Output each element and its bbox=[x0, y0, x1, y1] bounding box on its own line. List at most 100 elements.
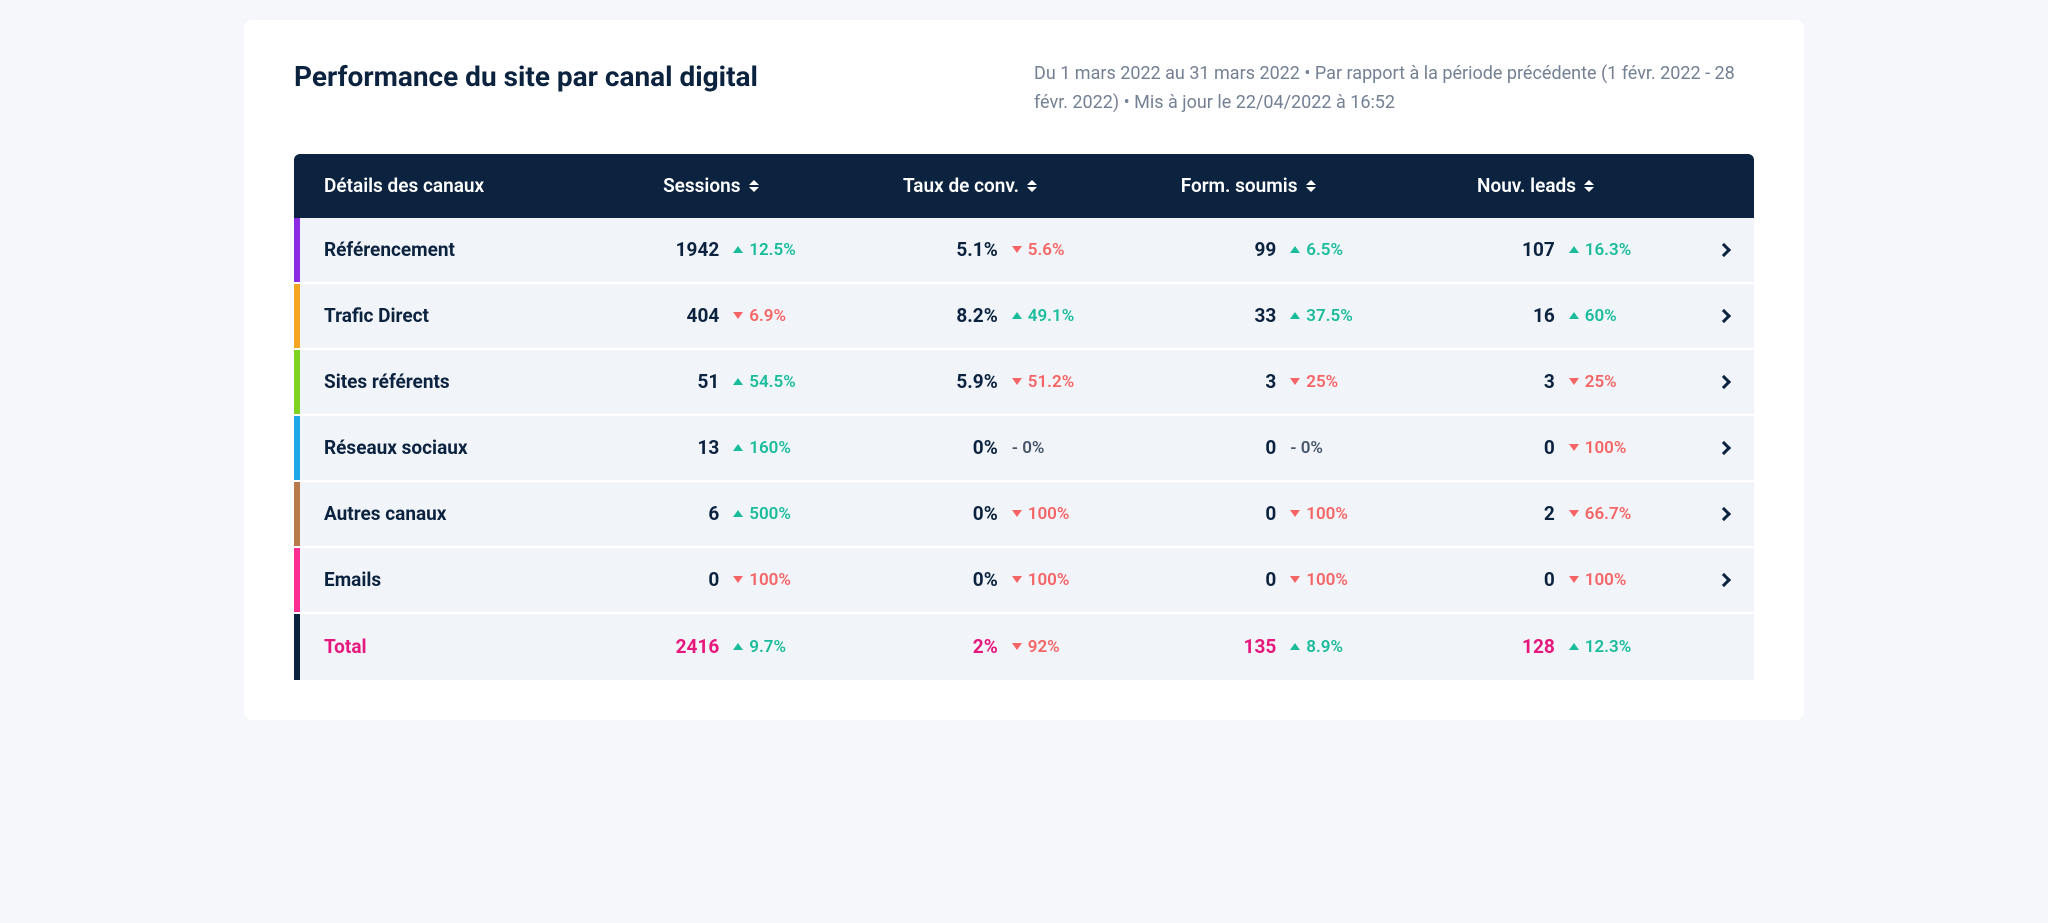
expand-cell bbox=[1694, 575, 1754, 585]
delta-badge: 12.3% bbox=[1569, 637, 1632, 657]
metric-value: 33 bbox=[1137, 304, 1276, 327]
caret-up-icon bbox=[733, 444, 743, 451]
delta-value: 100% bbox=[1306, 504, 1348, 524]
delta-value: 6.9% bbox=[749, 306, 786, 326]
metric-value: 0% bbox=[859, 568, 998, 591]
delta-badge: 100% bbox=[1569, 438, 1627, 458]
channel-name: Emails bbox=[300, 568, 580, 591]
delta-badge: 54.5% bbox=[733, 372, 796, 392]
metric-cell-sessions: 51 54.5% bbox=[580, 370, 859, 393]
expand-cell bbox=[1694, 311, 1754, 321]
table-row[interactable]: Référencement194212.5%5.1%5.6%996.5%1071… bbox=[294, 218, 1754, 284]
metric-value: 0% bbox=[859, 436, 998, 459]
channel-name: Total bbox=[300, 635, 580, 658]
table-row[interactable]: Réseaux sociaux13160%0%- 0%0- 0%0100% bbox=[294, 416, 1754, 482]
caret-down-icon bbox=[1569, 576, 1579, 583]
table-row[interactable]: Trafic Direct4046.9%8.2%49.1%3337.5%1660… bbox=[294, 284, 1754, 350]
caret-down-icon bbox=[1569, 510, 1579, 517]
metric-value: 0 bbox=[1137, 502, 1276, 525]
caret-up-icon bbox=[1012, 312, 1022, 319]
metric-cell-leads: 128 12.3% bbox=[1416, 635, 1695, 658]
metric-cell-conversion: 0% - 0% bbox=[859, 436, 1138, 459]
delta-badge: 49.1% bbox=[1012, 306, 1075, 326]
channel-performance-table: Détails des canaux Sessions Taux de conv… bbox=[294, 154, 1754, 680]
metric-cell-sessions: 4046.9% bbox=[580, 304, 859, 327]
metric-value: 6 bbox=[580, 502, 719, 525]
chevron-right-icon[interactable] bbox=[1717, 441, 1731, 455]
delta-value: 12.3% bbox=[1585, 637, 1632, 657]
delta-badge: 92% bbox=[1012, 637, 1060, 657]
delta-badge: 12.5% bbox=[733, 240, 796, 260]
metric-cell-leads: 325% bbox=[1416, 370, 1695, 393]
metric-cell-forms: 0 100% bbox=[1137, 502, 1416, 525]
metric-cell-leads: 2 66.7% bbox=[1416, 502, 1695, 525]
column-header-conversion[interactable]: Taux de conv. bbox=[859, 174, 1138, 197]
metric-value: 16 bbox=[1416, 304, 1555, 327]
metric-value: 135 bbox=[1137, 635, 1276, 658]
delta-value: 92% bbox=[1028, 637, 1060, 657]
metric-cell-conversion: 2%92% bbox=[859, 635, 1138, 658]
delta-badge: 160% bbox=[733, 438, 791, 458]
caret-up-icon bbox=[1290, 643, 1300, 650]
delta-badge: - 0% bbox=[1290, 438, 1323, 458]
delta-value: 60% bbox=[1585, 306, 1617, 326]
delta-badge: 66.7% bbox=[1569, 504, 1632, 524]
chevron-right-icon[interactable] bbox=[1717, 243, 1731, 257]
metric-cell-forms: 0 - 0% bbox=[1137, 436, 1416, 459]
metric-cell-forms: 0 100% bbox=[1137, 568, 1416, 591]
column-header-sessions-label: Sessions bbox=[663, 174, 740, 197]
delta-badge: 6.5% bbox=[1290, 240, 1343, 260]
metric-value: 0 bbox=[1137, 436, 1276, 459]
delta-badge: 25% bbox=[1569, 372, 1617, 392]
metric-value: 51 bbox=[580, 370, 719, 393]
expand-cell bbox=[1694, 509, 1754, 519]
metric-value: 2416 bbox=[580, 635, 719, 658]
delta-value: 8.9% bbox=[1306, 637, 1343, 657]
table-row[interactable]: Emails0100%0%100%0100%0100% bbox=[294, 548, 1754, 614]
delta-value: 37.5% bbox=[1306, 306, 1353, 326]
delta-value: 100% bbox=[1306, 570, 1348, 590]
caret-down-icon bbox=[1290, 510, 1300, 517]
metric-value: 0% bbox=[859, 502, 998, 525]
column-header-conversion-label: Taux de conv. bbox=[903, 174, 1019, 197]
metric-cell-conversion: 5.9%51.2% bbox=[859, 370, 1138, 393]
caret-down-icon bbox=[1012, 576, 1022, 583]
metric-value: 3 bbox=[1137, 370, 1276, 393]
chevron-right-icon[interactable] bbox=[1717, 507, 1731, 521]
metric-cell-sessions: 0100% bbox=[580, 568, 859, 591]
delta-badge: - 0% bbox=[1012, 438, 1045, 458]
metric-cell-leads: 0100% bbox=[1416, 436, 1695, 459]
caret-up-icon bbox=[733, 510, 743, 517]
metric-cell-conversion: 8.2% 49.1% bbox=[859, 304, 1138, 327]
delta-badge: 60% bbox=[1569, 306, 1617, 326]
metric-cell-sessions: 194212.5% bbox=[580, 238, 859, 261]
delta-badge: 9.7% bbox=[733, 637, 786, 657]
caret-up-icon bbox=[1569, 246, 1579, 253]
chevron-right-icon[interactable] bbox=[1717, 573, 1731, 587]
channel-name: Autres canaux bbox=[300, 502, 580, 525]
metric-value: 128 bbox=[1416, 635, 1555, 658]
metric-value: 2 bbox=[1416, 502, 1555, 525]
table-row-total: Total2416 9.7% 2%92%135 8.9% 128 12.3% bbox=[294, 614, 1754, 680]
delta-badge: 100% bbox=[1012, 570, 1070, 590]
expand-cell bbox=[1694, 443, 1754, 453]
column-header-forms[interactable]: Form. soumis bbox=[1137, 174, 1416, 197]
table-row[interactable]: Sites référents5154.5%5.9%51.2%325%325% bbox=[294, 350, 1754, 416]
metric-cell-leads: 16 60% bbox=[1416, 304, 1695, 327]
caret-down-icon bbox=[1569, 378, 1579, 385]
column-header-leads[interactable]: Nouv. leads bbox=[1416, 174, 1695, 197]
table-row[interactable]: Autres canaux6500%0%100%0100%266.7% bbox=[294, 482, 1754, 548]
sort-icon bbox=[1306, 180, 1316, 192]
metric-cell-conversion: 0% 100% bbox=[859, 568, 1138, 591]
card-subtitle: Du 1 mars 2022 au 31 mars 2022 • Par rap… bbox=[1034, 60, 1754, 118]
expand-cell bbox=[1694, 245, 1754, 255]
chevron-right-icon[interactable] bbox=[1717, 309, 1731, 323]
delta-badge: 25% bbox=[1290, 372, 1338, 392]
caret-up-icon bbox=[733, 246, 743, 253]
metric-value: 0 bbox=[1137, 568, 1276, 591]
delta-value: 100% bbox=[749, 570, 791, 590]
delta-value: - 0% bbox=[1290, 438, 1323, 458]
chevron-right-icon[interactable] bbox=[1717, 375, 1731, 389]
column-header-sessions[interactable]: Sessions bbox=[580, 174, 859, 197]
metric-value: 8.2% bbox=[859, 304, 998, 327]
